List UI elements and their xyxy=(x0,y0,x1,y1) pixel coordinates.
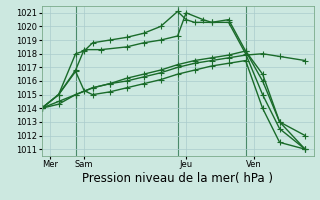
X-axis label: Pression niveau de la mer( hPa ): Pression niveau de la mer( hPa ) xyxy=(82,172,273,185)
